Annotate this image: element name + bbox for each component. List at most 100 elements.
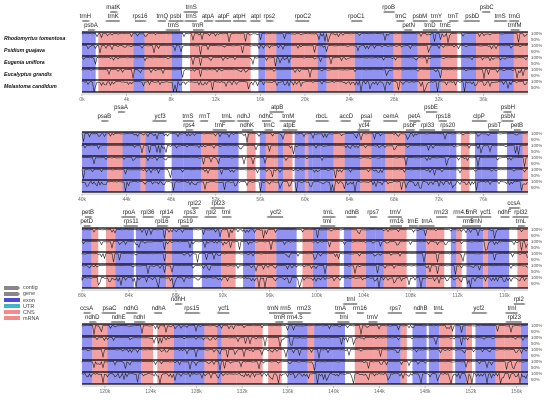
exon-region [383, 32, 394, 92]
gene-arrow [110, 11, 119, 13]
gene-arrow [199, 120, 209, 122]
cns-region [517, 228, 528, 288]
gene-label: trnN [471, 219, 482, 225]
identity-trace [81, 228, 528, 239]
percent-50-label: 50% [531, 161, 540, 166]
exon-region [91, 132, 107, 192]
gene-arrow [184, 312, 201, 314]
gene-arrow [175, 303, 184, 305]
gene-arrow [182, 120, 195, 122]
gene-label: rpl33 [421, 123, 435, 129]
x-tick-label: 72k [435, 197, 444, 203]
gene-arrow [508, 20, 520, 22]
exon-region [506, 132, 523, 192]
percent-100-label: 100% [531, 275, 542, 280]
gene-label: rps3 [184, 210, 196, 216]
species-label-0: Rhodomyrtus tomentosa [4, 36, 66, 42]
species-label-1: Psidium guajava [4, 48, 45, 54]
gene-label: rpl23 [211, 201, 225, 207]
percent-100-label: 100% [531, 239, 542, 244]
cns-region [283, 132, 293, 192]
percent-50-label: 50% [531, 245, 540, 250]
gene-label: rrn16 [353, 306, 368, 312]
cns-region [383, 324, 387, 384]
gene-label: ndhK [240, 123, 254, 129]
species-names: Rhodomyrtus tomentosa Psidium guajava Eu… [4, 36, 66, 90]
cns-region [166, 228, 173, 288]
legend-cns-swatch [4, 310, 20, 314]
cns-region [326, 32, 332, 92]
legend-mrna-swatch [4, 316, 20, 320]
legend-exon-swatch [4, 298, 20, 302]
gene-arrow [101, 120, 110, 122]
gene-arrow [368, 321, 379, 323]
cns-region [157, 324, 174, 384]
percent-50-label: 50% [531, 329, 540, 334]
cns-region [524, 32, 528, 92]
exon-region [312, 228, 328, 288]
cns-region [495, 324, 505, 384]
percent-50-label: 50% [531, 49, 540, 54]
gene-label: ndhC [259, 114, 274, 120]
cns-region [221, 324, 237, 384]
gene-label: trnH [80, 14, 91, 20]
exon-region [487, 228, 510, 288]
cns-region [140, 132, 146, 192]
gene-label: trnS [495, 14, 506, 20]
gene-arrow [84, 216, 93, 218]
gene-arrow [182, 11, 198, 13]
gene-arrow [266, 20, 275, 22]
gene-label: trnS [186, 14, 197, 20]
gene-arrow [386, 216, 402, 218]
gene-label: rpl32 [514, 210, 528, 216]
x-tick-label: 136k [282, 389, 293, 395]
gene-arrow [89, 321, 98, 323]
x-tick-label: 84k [125, 293, 134, 299]
gene-label: trnV [390, 210, 401, 216]
percent-100-label: 100% [531, 167, 542, 172]
cns-region [166, 32, 172, 92]
exon-region [375, 228, 384, 288]
exon-region [450, 228, 457, 288]
cns-region [476, 32, 489, 92]
cns-region [189, 32, 207, 92]
exon-region [317, 32, 327, 92]
percent-100-label: 100% [531, 347, 542, 352]
gene-arrow [500, 120, 514, 122]
gene-label: rpl22 [188, 201, 202, 207]
gene-arrow [192, 29, 205, 31]
gene-arrow [412, 20, 429, 22]
x-tick-label: 44k [123, 197, 132, 203]
percent-50-label: 50% [531, 37, 540, 42]
gene-label: trnC [395, 14, 407, 20]
gene-arrow [83, 225, 92, 227]
identity-trace [81, 132, 528, 143]
exon-region [122, 132, 141, 192]
identity-trace [81, 240, 528, 251]
gene-arrow [268, 312, 279, 314]
x-tick-label: 52k [212, 197, 221, 203]
gene-label: petN [402, 23, 415, 29]
exon-region [466, 228, 484, 288]
cns-region [331, 32, 339, 92]
gene-label: trnN [267, 306, 278, 312]
gene-label: clpP [473, 114, 485, 120]
percent-100-label: 100% [531, 335, 542, 340]
gene-arrow [191, 207, 200, 209]
cns-region [125, 32, 134, 92]
gene-label: trnE [440, 23, 451, 29]
gene-arrow [294, 20, 310, 22]
identity-trace [81, 44, 528, 55]
gene-label: trnL [323, 210, 334, 216]
exon-region [475, 324, 496, 384]
gene-arrow [297, 312, 312, 314]
gene-arrow [462, 20, 480, 22]
exon-region [420, 132, 437, 192]
percent-100-label: 100% [531, 31, 542, 36]
exon-region [371, 132, 382, 192]
gene-label: rps11 [124, 219, 139, 225]
gene-arrow [333, 312, 345, 314]
gene-arrow [236, 120, 250, 122]
exon-region [428, 324, 440, 384]
